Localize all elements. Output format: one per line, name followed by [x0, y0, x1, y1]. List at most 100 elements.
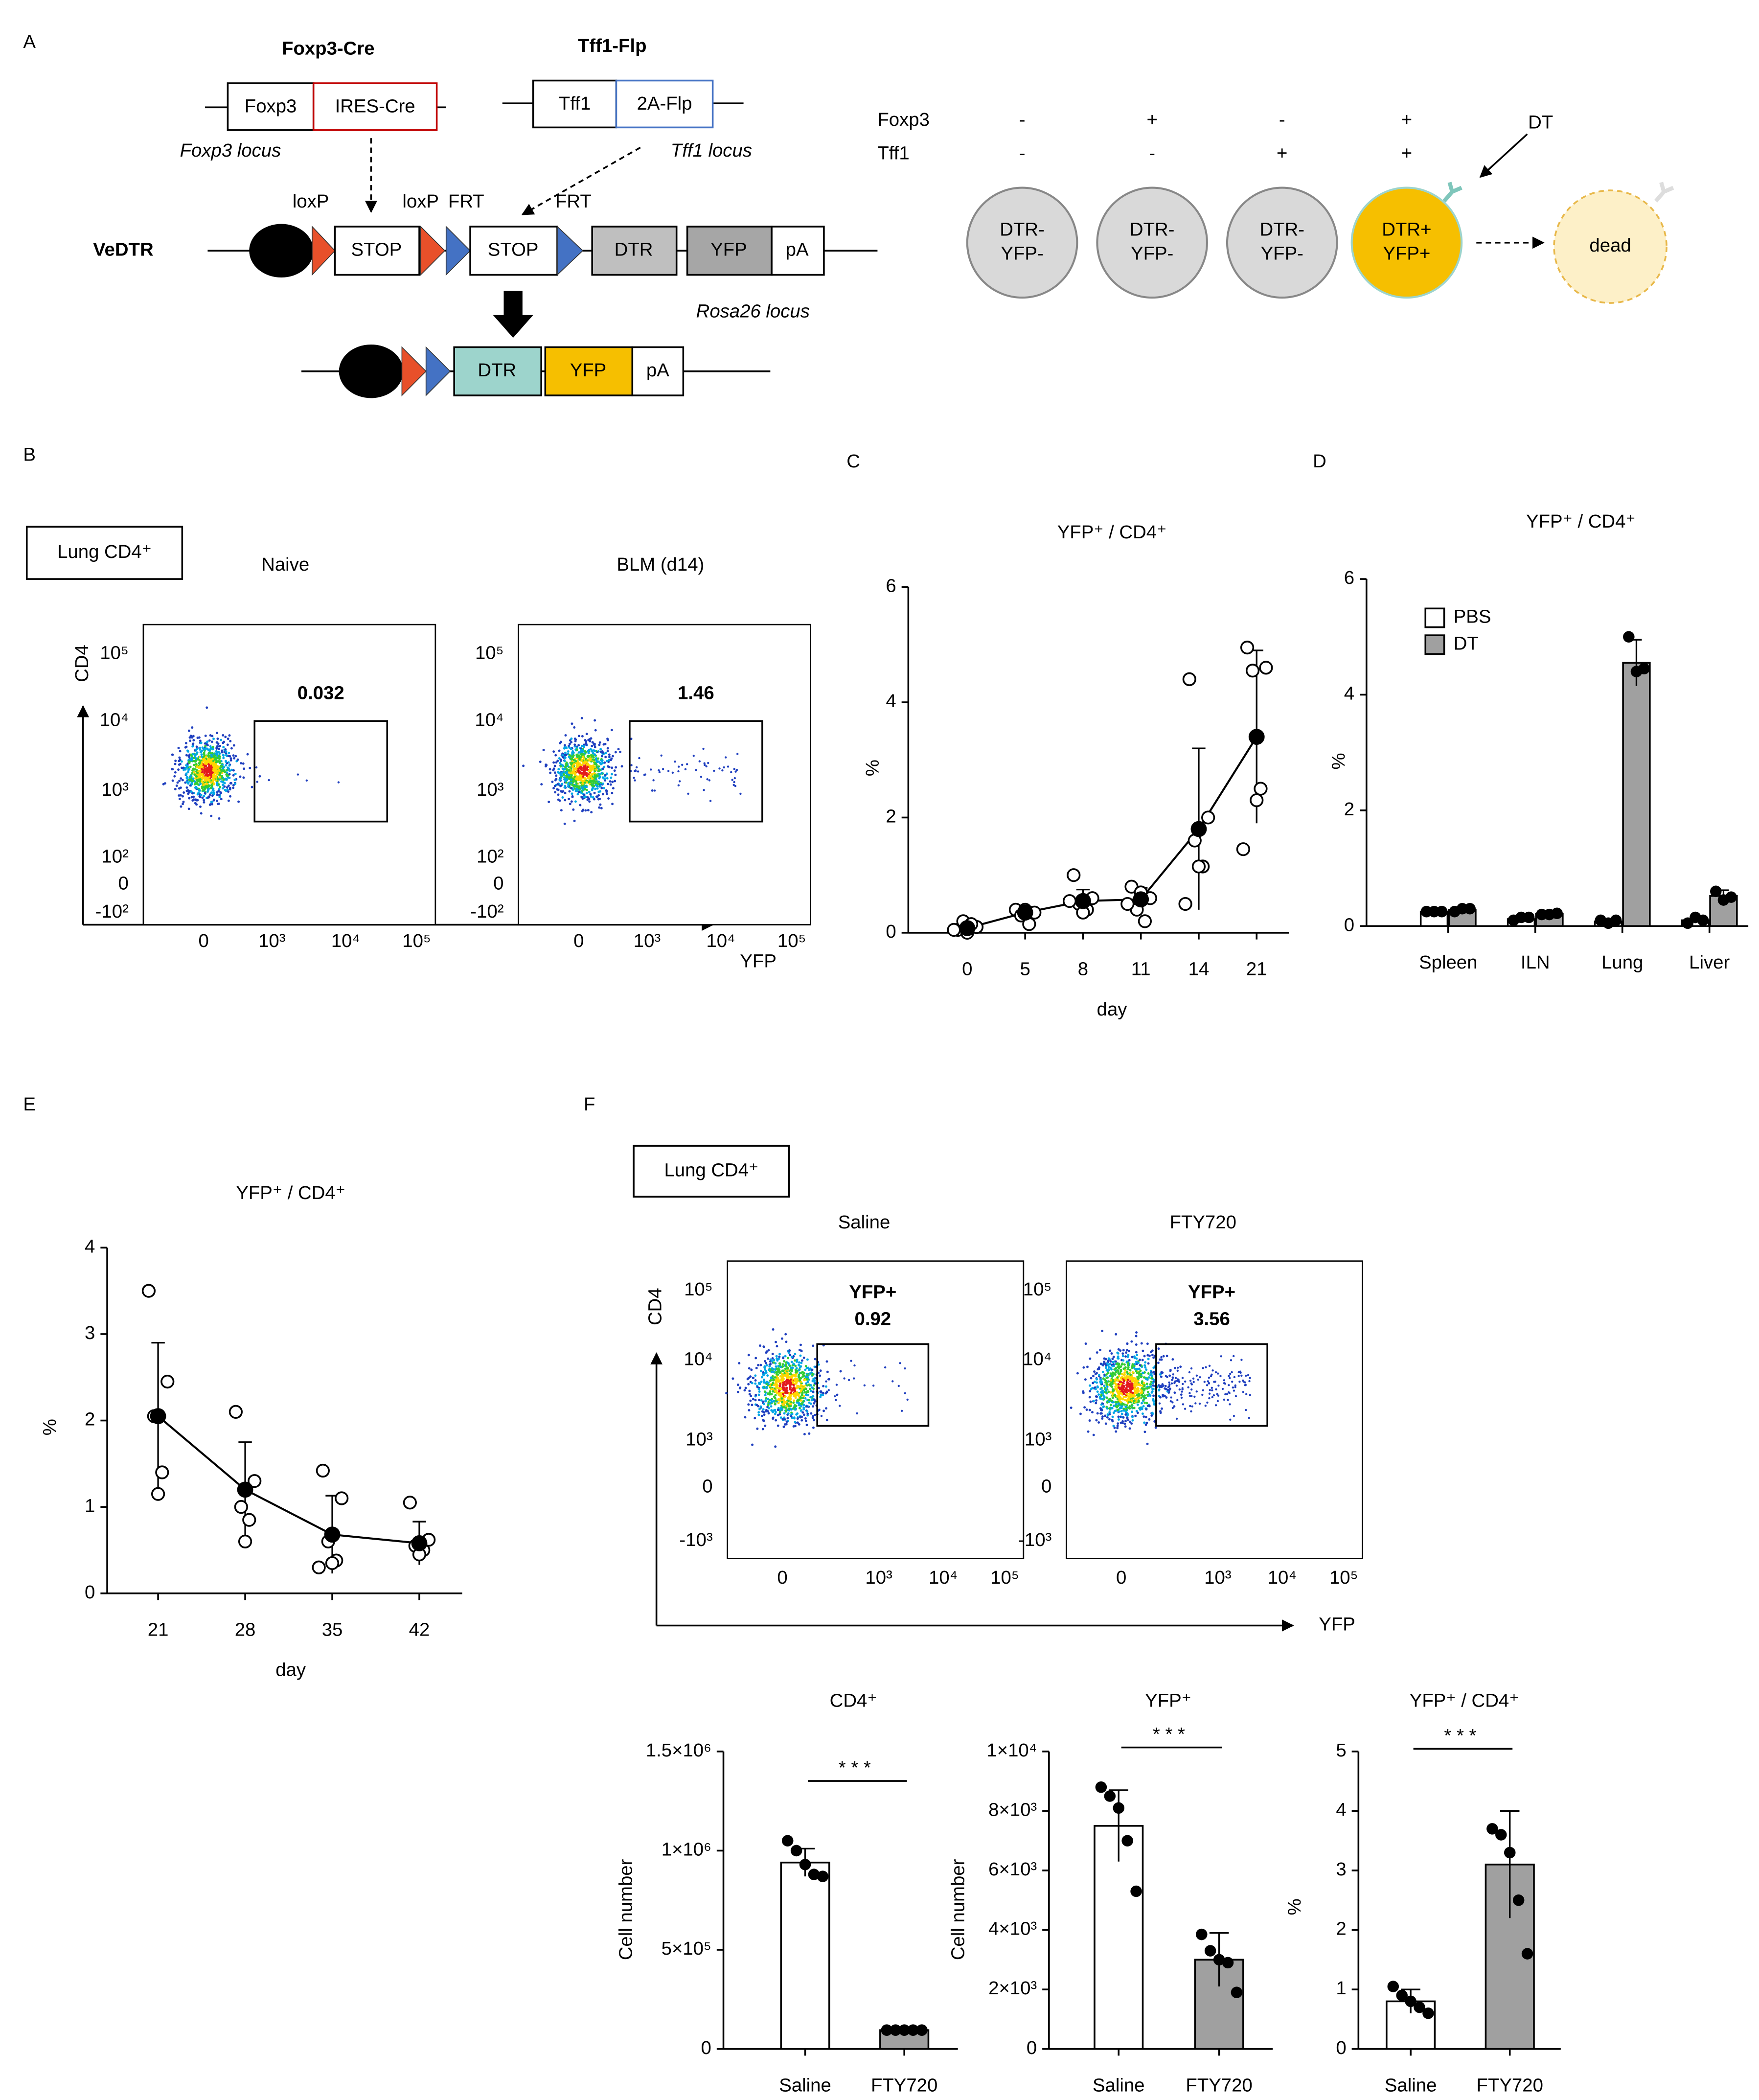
- event-dot: [755, 1404, 758, 1407]
- event-dot: [612, 787, 615, 790]
- event-dot: [780, 1372, 783, 1375]
- event-dot: [598, 798, 601, 800]
- event-dot: [785, 1402, 788, 1405]
- event-dot: [810, 1399, 813, 1402]
- event-dot: [199, 773, 202, 776]
- event-dot: [581, 749, 584, 752]
- event-dot: [1192, 1381, 1195, 1384]
- event-dot: [763, 1381, 766, 1384]
- event-dot: [770, 1379, 773, 1382]
- event-dot: [597, 783, 600, 785]
- event-dot: [788, 1408, 791, 1410]
- event-dot: [595, 795, 598, 798]
- event-dot: [1158, 1402, 1161, 1405]
- event-dot: [813, 1398, 816, 1401]
- event-dot: [652, 779, 655, 782]
- event-dot: [567, 773, 570, 776]
- data-point: [1259, 661, 1273, 675]
- event-dot: [185, 786, 188, 789]
- event-dot: [1168, 1374, 1171, 1377]
- event-dot: [580, 795, 583, 798]
- event-dot: [779, 1387, 782, 1390]
- event-dot: [1174, 1377, 1177, 1380]
- event-dot: [709, 800, 712, 802]
- event-dot: [186, 777, 189, 780]
- mean-line: [967, 736, 1257, 929]
- flow-tick-label: 0: [1116, 1567, 1126, 1588]
- event-dot: [592, 786, 594, 789]
- event-dot: [1142, 1415, 1145, 1418]
- event-dot: [1160, 1385, 1163, 1387]
- event-dot: [802, 1356, 805, 1359]
- event-dot: [611, 781, 614, 784]
- event-dot: [557, 793, 560, 796]
- event-dot: [174, 762, 177, 765]
- event-dot: [178, 798, 181, 800]
- event-dot: [192, 798, 195, 801]
- event-dot: [790, 1361, 793, 1363]
- event-dot: [773, 1359, 776, 1362]
- event-dot: [776, 1357, 778, 1360]
- event-dot: [606, 738, 609, 741]
- event-dot: [222, 754, 225, 757]
- event-dot: [196, 771, 199, 774]
- event-dot: [577, 735, 580, 738]
- event-dot: [599, 750, 602, 753]
- event-dot: [590, 750, 593, 753]
- event-dot: [1145, 1383, 1148, 1385]
- event-dot: [800, 1394, 803, 1397]
- event-dot: [1141, 1359, 1144, 1362]
- event-dot: [1138, 1368, 1141, 1371]
- event-dot: [574, 780, 577, 783]
- event-dot: [571, 750, 574, 753]
- event-dot: [1116, 1362, 1119, 1365]
- event-dot: [1215, 1388, 1217, 1391]
- event-dot: [721, 769, 724, 772]
- label: DTR-: [1000, 219, 1045, 240]
- event-dot: [1091, 1386, 1094, 1389]
- event-dot: [713, 769, 715, 772]
- event-dot: [218, 754, 221, 757]
- event-dot: [1119, 1421, 1122, 1424]
- event-dot: [176, 781, 179, 784]
- flow-tick-label: 10⁵: [1023, 1279, 1052, 1300]
- event-dot: [775, 1340, 777, 1343]
- event-dot: [216, 793, 219, 796]
- event-dot: [249, 766, 251, 769]
- event-dot: [782, 1369, 785, 1372]
- event-dot: [1144, 1423, 1147, 1426]
- event-dot: [1126, 1368, 1129, 1371]
- event-dot: [593, 742, 595, 745]
- event-dot: [1099, 1376, 1102, 1379]
- event-dot: [606, 747, 609, 750]
- event-dot: [232, 769, 235, 772]
- event-dot: [812, 1419, 815, 1422]
- flow-tick-label: 10⁴: [929, 1567, 958, 1588]
- event-dot: [584, 739, 587, 741]
- event-dot: [224, 736, 227, 738]
- flow-tick-label: 10⁵: [777, 930, 806, 951]
- event-dot: [203, 795, 206, 798]
- event-dot: [571, 784, 574, 786]
- event-dot: [203, 799, 206, 802]
- event-dot: [212, 783, 215, 785]
- event-dot: [212, 763, 215, 766]
- event-dot: [806, 1410, 809, 1413]
- event-dot: [1153, 1372, 1156, 1375]
- event-dot: [202, 775, 205, 778]
- event-dot: [1084, 1378, 1087, 1381]
- event-dot: [1131, 1419, 1134, 1422]
- event-dot: [226, 786, 228, 789]
- event-dot: [770, 1393, 773, 1396]
- event-dot: [1151, 1390, 1154, 1393]
- event-dot: [1159, 1358, 1162, 1361]
- sign: +: [1277, 142, 1287, 163]
- event-dot: [780, 1397, 783, 1400]
- event-dot: [1188, 1371, 1191, 1374]
- data-point: [1710, 885, 1722, 898]
- event-dot: [1233, 1415, 1235, 1417]
- event-dot: [601, 767, 604, 770]
- event-dot: [237, 800, 240, 803]
- data-point: [312, 1560, 326, 1574]
- event-dot: [1118, 1393, 1121, 1396]
